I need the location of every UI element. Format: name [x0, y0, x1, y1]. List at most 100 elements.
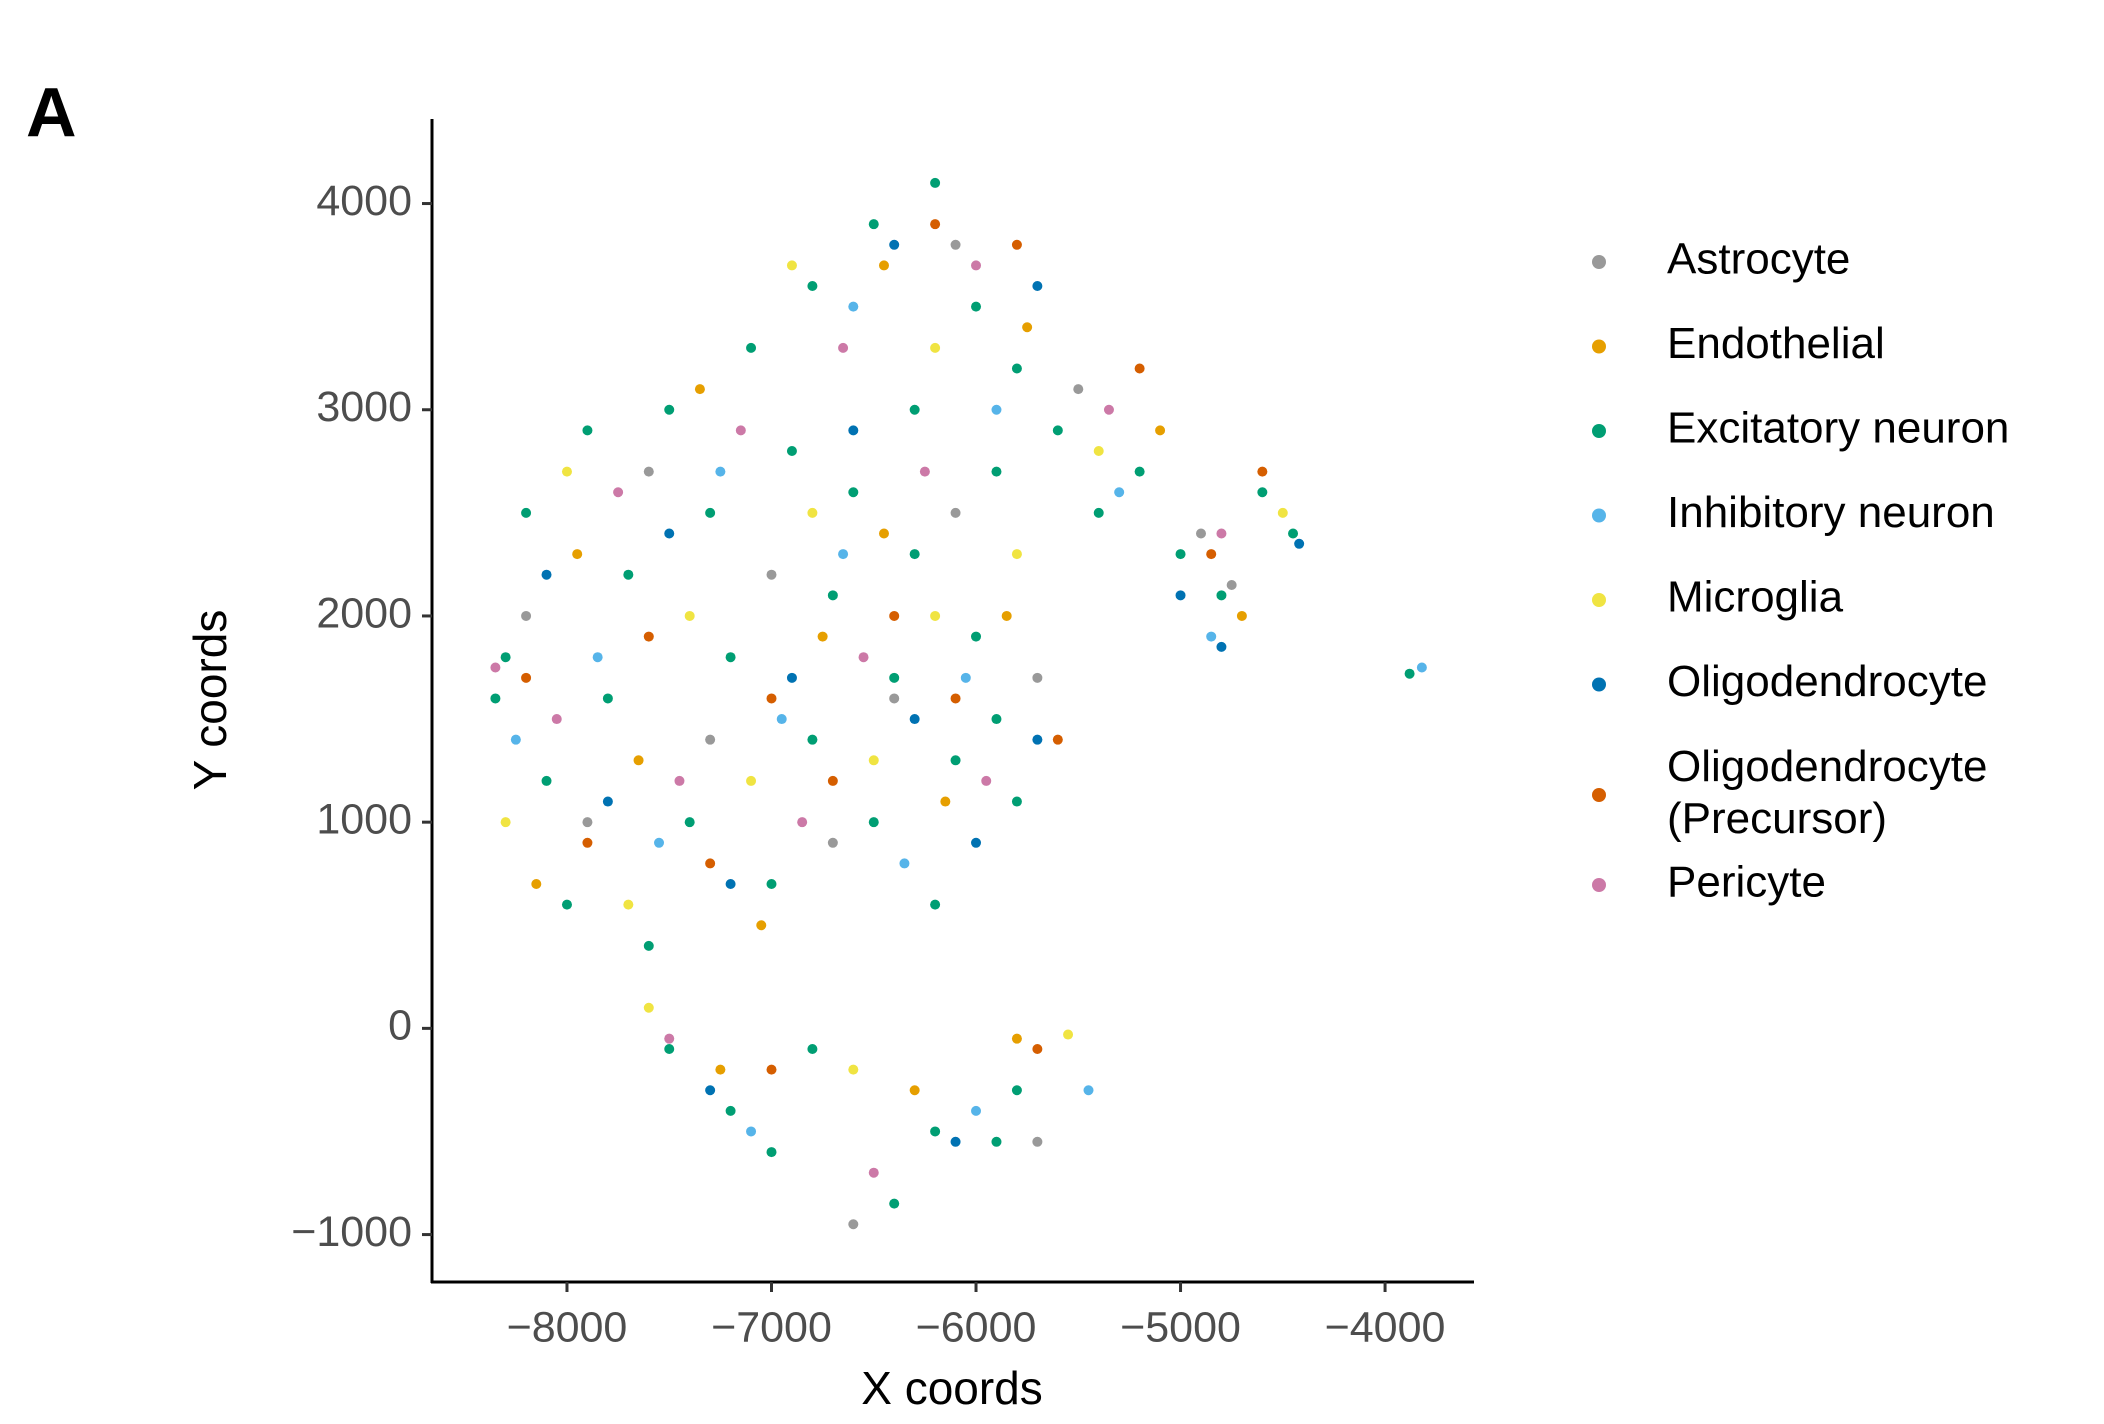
point [746, 1126, 757, 1137]
point [1011, 549, 1022, 560]
point [510, 734, 521, 745]
point [1236, 610, 1247, 621]
point [500, 817, 511, 828]
y-tick-label: 0 [388, 1002, 412, 1050]
point [848, 425, 859, 436]
point [756, 920, 767, 931]
y-tick-label: −1000 [291, 1208, 412, 1256]
point [807, 734, 818, 745]
x-tick-label: −7000 [711, 1303, 832, 1351]
x-axis-title: X coords [861, 1362, 1043, 1414]
point [786, 260, 797, 271]
x-tick-label: −4000 [1325, 1303, 1446, 1351]
point [654, 837, 665, 848]
point [766, 1064, 777, 1075]
point [889, 239, 900, 250]
legend-swatch [1592, 255, 1606, 269]
point [664, 1043, 675, 1054]
point [643, 466, 654, 477]
point [541, 775, 552, 786]
point [889, 610, 900, 621]
point [950, 1136, 961, 1147]
point [694, 384, 705, 395]
point [602, 693, 613, 704]
point [807, 507, 818, 518]
point [909, 714, 920, 725]
point [971, 837, 982, 848]
point [500, 652, 511, 663]
point [582, 817, 593, 828]
point [684, 817, 695, 828]
point [868, 817, 879, 828]
point [858, 652, 869, 663]
point [1011, 796, 1022, 807]
point [1063, 1029, 1074, 1040]
point [521, 610, 532, 621]
point [786, 445, 797, 456]
panel-label: A [26, 73, 77, 151]
point [643, 1002, 654, 1013]
point [705, 1085, 716, 1096]
point [623, 569, 634, 580]
point [960, 672, 971, 683]
point [848, 301, 859, 312]
point [940, 796, 951, 807]
point [919, 466, 930, 477]
point [868, 1167, 879, 1178]
point [930, 610, 941, 621]
y-tick-label: 2000 [316, 589, 412, 637]
point [664, 528, 675, 539]
point [613, 487, 624, 498]
point [643, 631, 654, 642]
point [1404, 668, 1415, 679]
point [930, 219, 941, 230]
point [490, 662, 501, 673]
point [725, 652, 736, 663]
points [490, 177, 1427, 1230]
point [1155, 425, 1166, 436]
point [715, 1064, 726, 1075]
point [1052, 734, 1063, 745]
point [827, 590, 838, 601]
point [1093, 445, 1104, 456]
point [1257, 487, 1268, 498]
point [1195, 528, 1206, 539]
y-axis-title: Y coords [184, 610, 236, 791]
legend-label: Microglia [1667, 573, 1844, 622]
point [684, 610, 695, 621]
legend-label: Inhibitory neuron [1667, 488, 1995, 537]
point [827, 775, 838, 786]
point [766, 1147, 777, 1158]
point [848, 1219, 859, 1230]
point [991, 1136, 1002, 1147]
point [1022, 322, 1033, 333]
y-tick-label: 1000 [316, 796, 412, 844]
point [1216, 641, 1227, 652]
point [889, 1198, 900, 1209]
point [1011, 1033, 1022, 1044]
legend-label: Oligodendrocyte (Precursor) [1667, 742, 2000, 843]
legend-label: Excitatory neuron [1667, 404, 2009, 453]
point [991, 404, 1002, 415]
point [1216, 528, 1227, 539]
point [633, 755, 644, 766]
point [664, 1033, 675, 1044]
point [878, 528, 889, 539]
point [1175, 590, 1186, 601]
legend-swatch [1592, 424, 1606, 438]
point [889, 672, 900, 683]
point [1134, 363, 1145, 374]
point [868, 219, 879, 230]
point [1416, 662, 1427, 673]
point [1175, 549, 1186, 560]
legend-swatch [1592, 508, 1606, 523]
point [930, 177, 941, 188]
point [807, 1043, 818, 1054]
point [817, 631, 828, 642]
point [848, 487, 859, 498]
point [950, 755, 961, 766]
point [1093, 507, 1104, 518]
point [827, 837, 838, 848]
point [766, 879, 777, 890]
